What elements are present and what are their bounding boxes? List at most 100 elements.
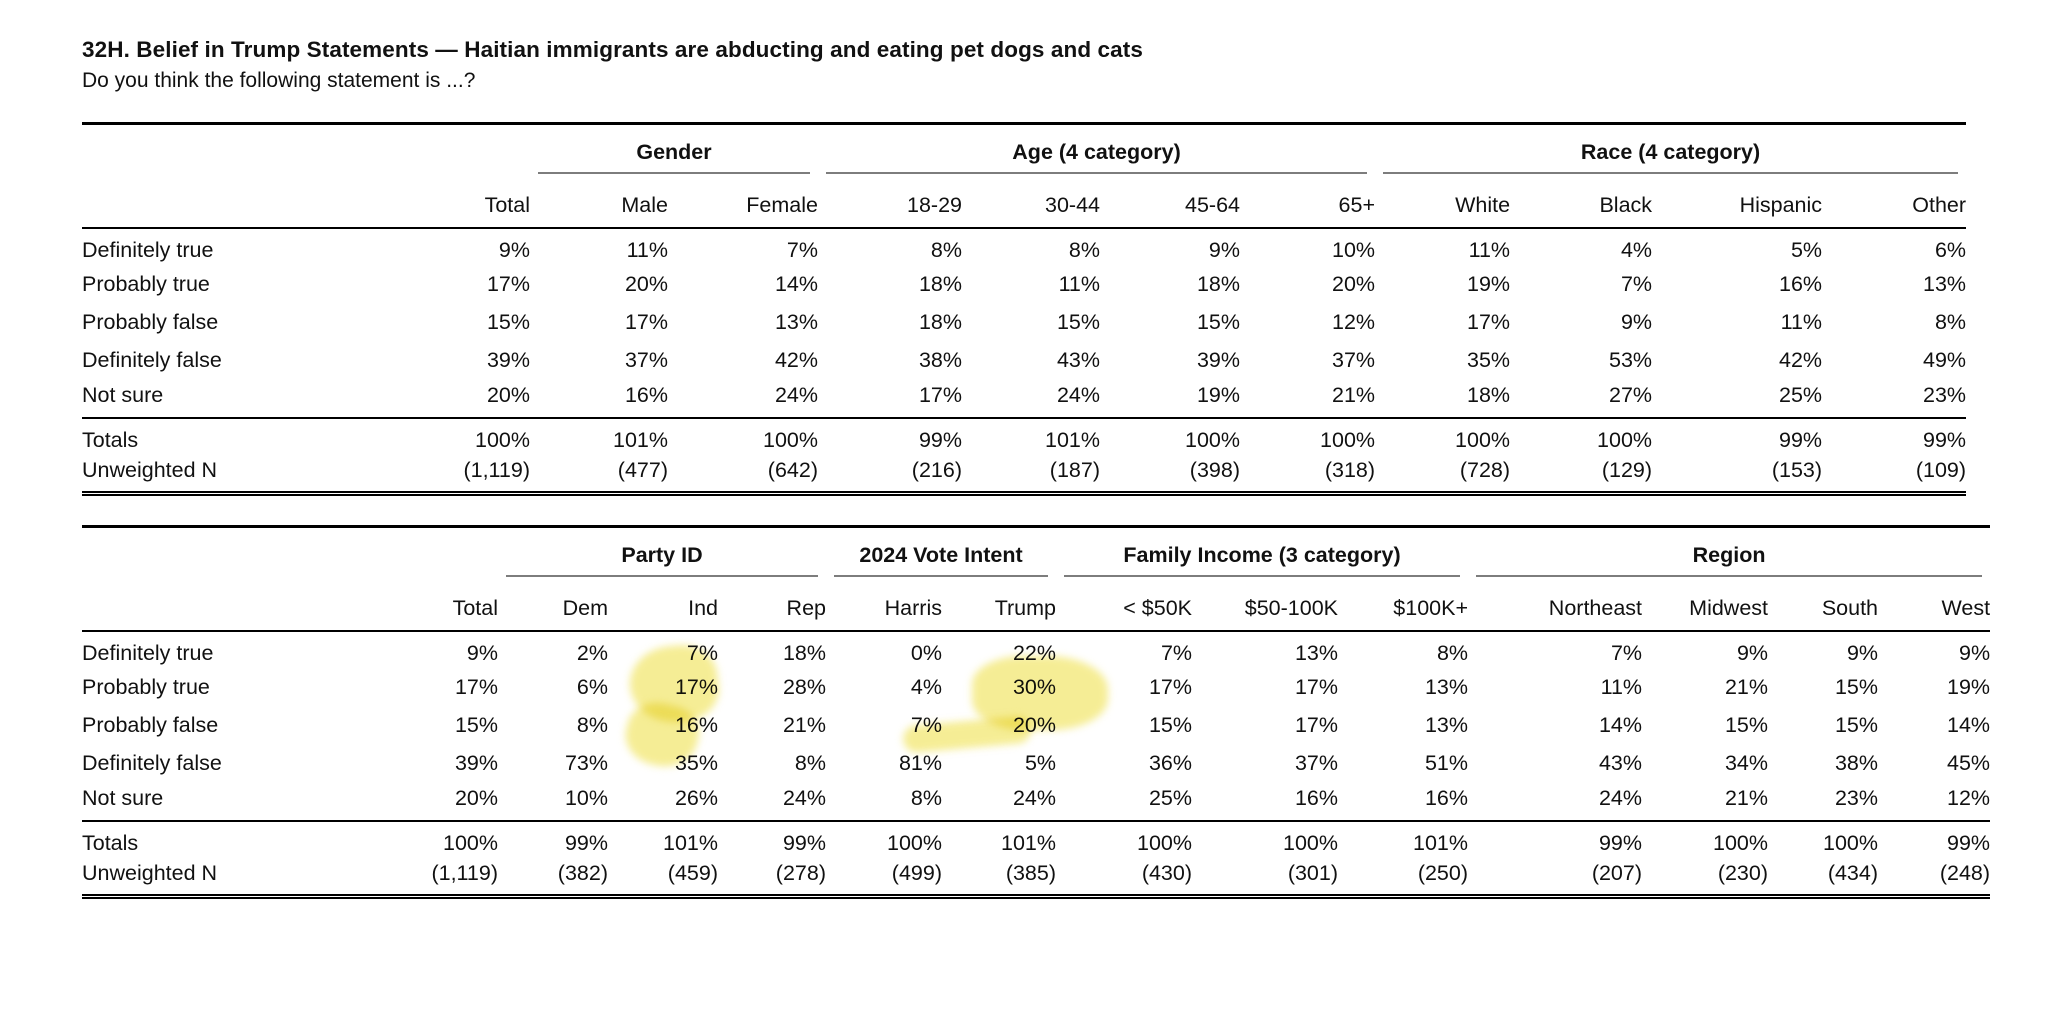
column-header: Dem <box>498 576 608 632</box>
table-cell: 11% <box>1058 272 1100 297</box>
group-header-rule <box>826 171 1368 174</box>
table-cell: (129) <box>1601 458 1653 483</box>
group-header: Gender <box>530 124 818 174</box>
group-header: Party ID <box>498 527 826 577</box>
table-cell: 100% <box>375 416 530 456</box>
table-cell: 5% <box>1024 751 1057 776</box>
table-cell: 9% <box>1736 641 1769 666</box>
row-label: Not sure <box>82 383 164 408</box>
corner-cell <box>82 124 375 174</box>
table-cell: 8% <box>930 238 962 263</box>
table-cell: 15% <box>454 713 498 738</box>
table-cell: 53% <box>1608 348 1653 373</box>
table-cell: (430) <box>1141 861 1193 886</box>
table-cell: 99% <box>1878 819 1991 859</box>
table-cell: 15% <box>1834 713 1879 738</box>
table-cell: 8% <box>1436 641 1469 666</box>
table-cell: 7% <box>1160 641 1193 666</box>
table-row: Probably false 15% 17% 13% 18% 15% 15% 12% 17% 9%… <box>82 304 1966 342</box>
column-header: Rep <box>718 576 826 632</box>
column-header: $100K+ <box>1338 576 1469 632</box>
table-cell: 16% <box>1294 786 1339 811</box>
table-row: Totals 100% 99% 101% 99% 100% 101% 100% 100% 101%… <box>82 819 1991 859</box>
table-cell: 23% <box>1834 786 1879 811</box>
table-cell: (1,119) <box>463 458 530 483</box>
table-cell: 18% <box>782 641 826 666</box>
column-header: Total <box>375 576 498 632</box>
table-cell: 100% <box>1768 819 1879 859</box>
table-cell: 4% <box>910 675 942 700</box>
table-cell: 24% <box>774 383 818 408</box>
row-label: Probably false <box>82 310 219 335</box>
table-cell: 99% <box>1822 416 1967 456</box>
table-cell: (109) <box>1915 458 1967 483</box>
table-cell: 17% <box>1294 675 1339 700</box>
table-cell: (250) <box>1417 861 1469 886</box>
table-cell: 17% <box>454 675 498 700</box>
column-header: South <box>1768 576 1879 632</box>
table-cell: 45% <box>1947 751 1991 776</box>
table-cell: 18% <box>1466 383 1511 408</box>
group-header-label: Age (4 category) <box>1012 139 1181 164</box>
table-cell: 26% <box>674 786 718 811</box>
table-cell: 25% <box>1778 383 1823 408</box>
table-cell: 19% <box>1947 675 1991 700</box>
column-header: Ind <box>608 576 718 632</box>
table-cell: 100% <box>668 416 818 456</box>
table-cell: 101% <box>530 416 668 456</box>
crosstab-table-1: Gender Age (4 category) Race (4 category) T… <box>82 122 1967 497</box>
table-cell: 19% <box>1466 272 1511 297</box>
table-cell: 17% <box>674 675 718 700</box>
table-cell: 100% <box>1192 819 1339 859</box>
table-cell: 9% <box>1846 641 1879 666</box>
column-header: < $50K <box>1056 576 1193 632</box>
table-cell: (248) <box>1939 861 1991 886</box>
table-cell: 43% <box>1056 348 1100 373</box>
column-header: 30-44 <box>962 173 1100 229</box>
table-cell: 18% <box>918 310 962 335</box>
crosstab-table-2: Party ID 2024 Vote Intent Family Income (3… <box>82 525 1991 900</box>
table-cell: 99% <box>1468 819 1643 859</box>
table-cell: 101% <box>608 819 718 859</box>
group-header-rule <box>834 574 1049 577</box>
row-label: Probably true <box>82 272 210 297</box>
column-header: 18-29 <box>818 173 962 229</box>
table-cell: 7% <box>1620 272 1653 297</box>
table-cell: 15% <box>1724 713 1769 738</box>
table-cell: (187) <box>1049 458 1100 483</box>
table-cell: 37% <box>1294 751 1339 776</box>
table-cell: 0% <box>910 641 942 666</box>
table-cell: 100% <box>826 819 942 859</box>
group-header-rule <box>506 574 818 577</box>
table-cell: 13% <box>1294 641 1339 666</box>
table-cell: 23% <box>1922 383 1967 408</box>
group-header-rule <box>1064 574 1461 577</box>
column-header: 45-64 <box>1100 173 1240 229</box>
group-header-rule <box>1383 171 1959 174</box>
table-cell: 15% <box>486 310 530 335</box>
table-cell: 13% <box>1424 713 1469 738</box>
table-cell: 12% <box>1331 310 1376 335</box>
table-row: Definitely true 9% 11% 7% 8% 8% 9% 10% 11% 4% 5% 6% <box>82 228 1966 266</box>
table-cell: 100% <box>1056 819 1193 859</box>
group-header: Region <box>1468 527 1990 577</box>
table-cell: 24% <box>1056 383 1100 408</box>
table-cell: 15% <box>1148 713 1193 738</box>
table-cell: (459) <box>667 861 718 886</box>
group-header-label: Party ID <box>621 542 703 567</box>
table-cell: 8% <box>910 786 942 811</box>
row-label: Probably false <box>82 713 219 738</box>
table-cell: 15% <box>1056 310 1100 335</box>
table-cell: (642) <box>767 458 818 483</box>
table-cell: 18% <box>1196 272 1240 297</box>
table-cell: 9% <box>466 641 498 666</box>
table-cell: 11% <box>626 238 668 263</box>
crosstab-tables: Gender Age (4 category) Race (4 category) T… <box>82 122 1991 900</box>
table-cell: 101% <box>962 416 1100 456</box>
table-cell: 27% <box>1608 383 1653 408</box>
table-cell: 11% <box>1600 675 1643 700</box>
corner-cell <box>82 173 375 229</box>
table-cell: 42% <box>1778 348 1823 373</box>
page-title: 32H. Belief in Trump Statements — Haitia… <box>82 37 1143 62</box>
table-cell: 8% <box>1934 310 1967 335</box>
